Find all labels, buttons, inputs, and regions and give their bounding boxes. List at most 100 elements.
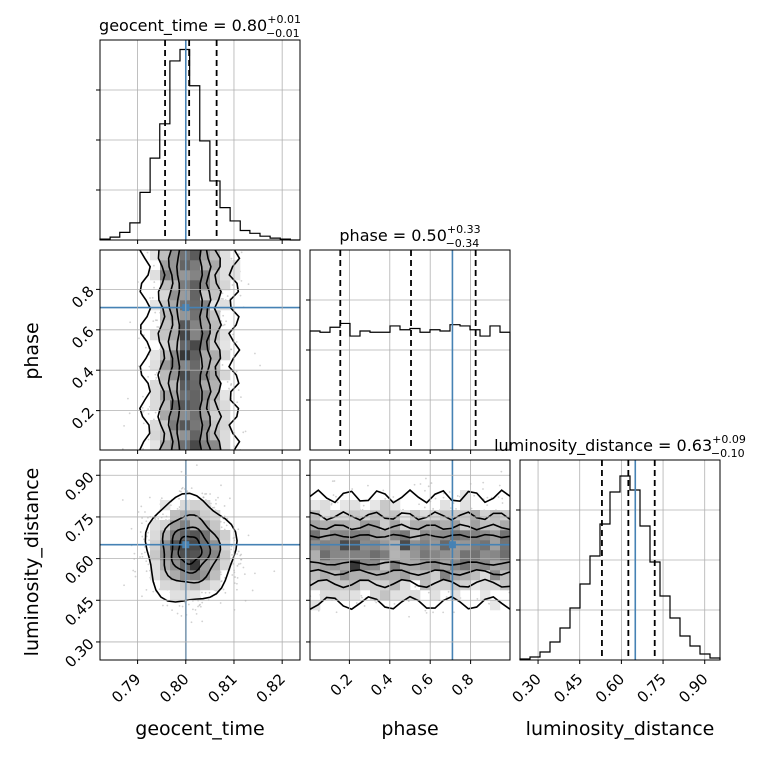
sample-point <box>191 487 193 489</box>
title-plus-geocent-time: +0.01 <box>267 13 301 26</box>
density-cell <box>150 270 160 280</box>
sample-point <box>141 595 143 597</box>
density-cell <box>190 350 200 360</box>
density-cell <box>150 360 160 370</box>
sample-point <box>217 497 219 499</box>
sample-point <box>449 491 451 493</box>
sample-point <box>179 605 181 607</box>
sample-point <box>166 605 168 607</box>
density-cell <box>190 420 200 430</box>
density-cell <box>150 390 160 400</box>
density-cell <box>170 340 180 350</box>
density-cell <box>220 350 230 360</box>
sample-point <box>414 484 416 486</box>
sample-point <box>237 528 239 530</box>
sample-point <box>222 292 224 294</box>
density-cell <box>220 280 230 290</box>
sample-point <box>273 570 275 572</box>
sample-point <box>424 507 426 509</box>
sample-point <box>144 552 146 554</box>
density-cell <box>150 400 160 410</box>
sample-point <box>145 520 147 522</box>
sample-point <box>227 295 229 297</box>
sample-point <box>236 583 238 585</box>
sample-point <box>236 341 238 343</box>
sample-point <box>140 506 142 508</box>
sample-point <box>425 478 427 480</box>
density-cell <box>150 430 160 440</box>
sample-point <box>220 574 222 576</box>
sample-point <box>248 283 250 285</box>
sample-point <box>202 496 204 498</box>
sample-point <box>196 613 198 615</box>
density-cell <box>220 300 230 310</box>
sample-point <box>162 513 164 515</box>
sample-point <box>375 602 377 604</box>
sample-point <box>442 611 444 613</box>
density-cell <box>190 320 200 330</box>
sample-point <box>432 611 434 613</box>
density-cell <box>190 430 200 440</box>
density-cell <box>170 260 180 270</box>
sample-point <box>215 503 217 505</box>
sample-point <box>222 364 224 366</box>
density-cell <box>220 370 230 380</box>
density-cell <box>220 260 230 270</box>
sample-point <box>201 492 203 494</box>
density-cell <box>220 390 230 400</box>
sample-point <box>146 589 148 591</box>
density-cell <box>190 280 200 290</box>
sample-point <box>153 265 155 267</box>
sample-point <box>131 528 133 530</box>
sample-point <box>227 381 229 383</box>
sample-point <box>171 609 173 611</box>
sample-point <box>254 572 256 574</box>
sample-point <box>177 613 179 615</box>
sample-point <box>147 564 149 566</box>
density-cell <box>160 580 170 590</box>
sample-point <box>360 595 362 597</box>
sample-point <box>180 491 182 493</box>
sample-point <box>455 508 457 510</box>
density-cell <box>210 520 220 530</box>
sample-point <box>142 556 144 558</box>
density-cell <box>170 420 180 430</box>
sample-point <box>143 538 145 540</box>
sample-point <box>431 482 433 484</box>
sample-point <box>152 297 154 299</box>
density-cell <box>190 530 200 540</box>
sample-point <box>138 337 140 339</box>
sample-point <box>134 571 136 573</box>
density-cell <box>200 500 210 510</box>
sample-point <box>142 407 144 409</box>
sample-point <box>162 605 164 607</box>
sample-point <box>443 497 445 499</box>
sample-point <box>238 253 240 255</box>
sample-point <box>448 591 450 593</box>
sample-point <box>155 412 157 414</box>
density-cell <box>220 440 230 450</box>
sample-point <box>231 546 233 548</box>
sample-point <box>453 611 455 613</box>
density-cell <box>220 410 230 420</box>
density-cell <box>150 440 160 450</box>
density-cell <box>190 310 200 320</box>
density-cell <box>160 390 170 400</box>
density-cell <box>150 420 160 430</box>
sample-point <box>229 497 231 499</box>
title-minus-luminosity-distance: −0.10 <box>711 447 745 460</box>
sample-point <box>502 502 504 504</box>
sample-point <box>239 555 241 557</box>
sample-point <box>435 498 437 500</box>
density-cell <box>210 380 220 390</box>
sample-point <box>213 507 215 509</box>
sample-point <box>155 518 157 520</box>
sample-point <box>244 573 246 575</box>
density-cell <box>210 570 220 580</box>
sample-point <box>142 411 144 413</box>
sample-point <box>226 524 228 526</box>
sample-point <box>424 610 426 612</box>
sample-point <box>140 531 142 533</box>
sample-point <box>254 353 256 355</box>
sample-point <box>238 389 240 391</box>
